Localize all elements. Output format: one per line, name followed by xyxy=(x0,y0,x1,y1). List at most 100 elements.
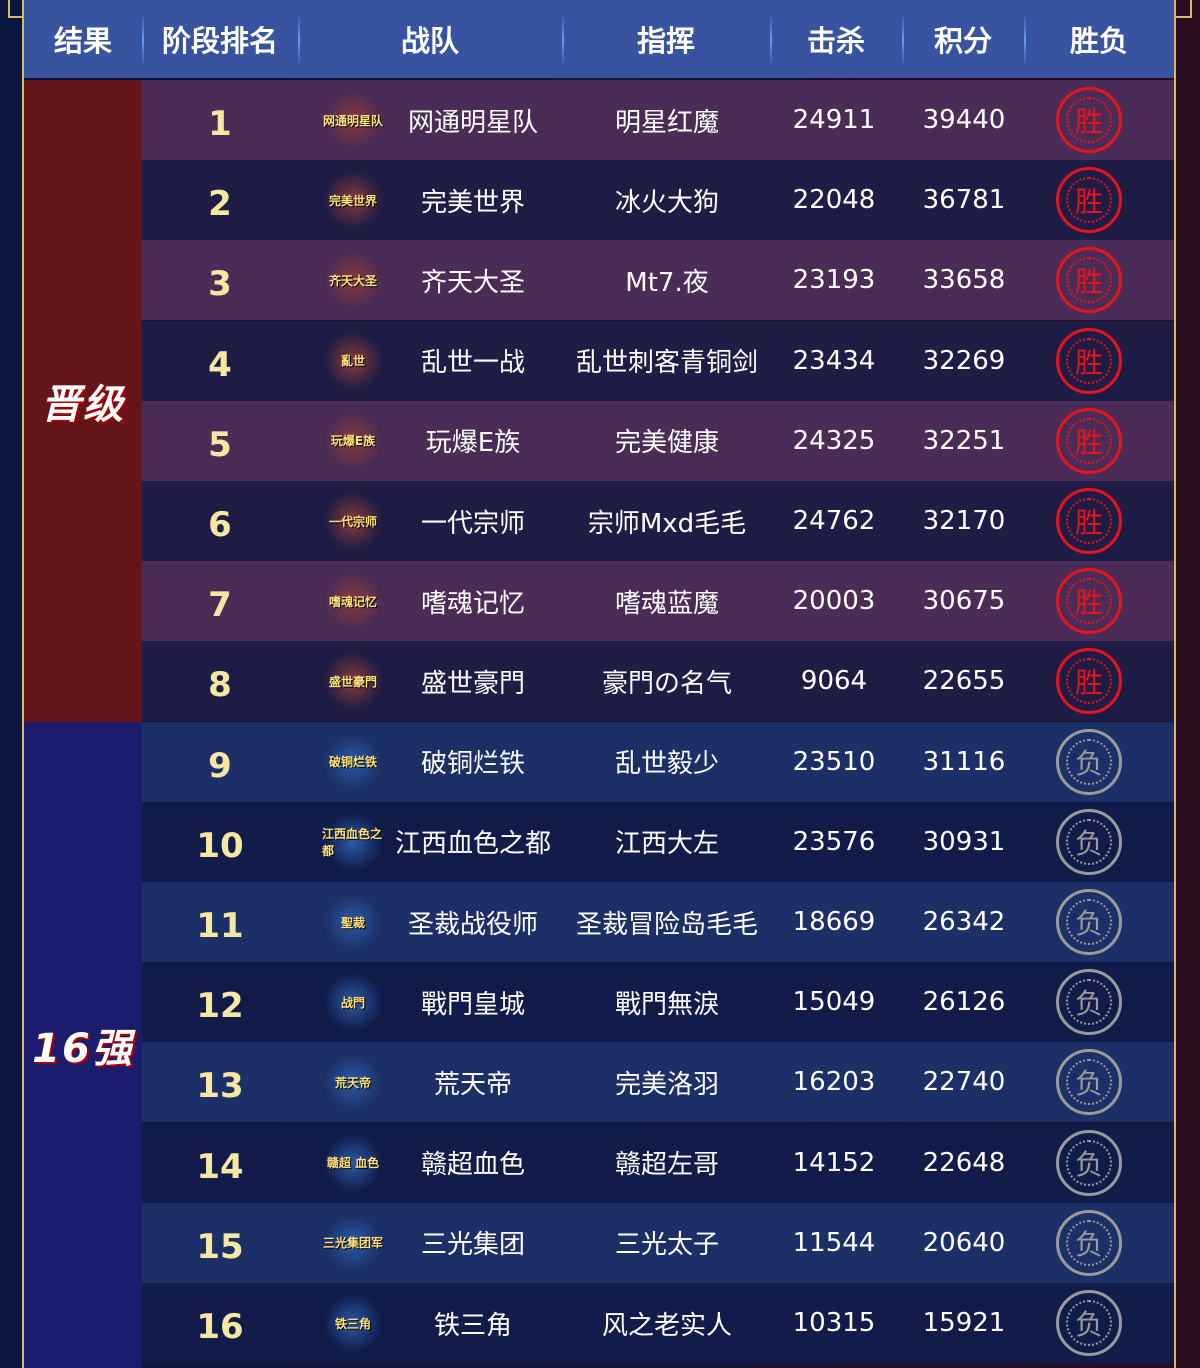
team-name: 戰門皇城 xyxy=(420,989,525,1020)
group-advance: 晋级 xyxy=(24,80,142,722)
score: 32251 xyxy=(922,425,1006,456)
team-logo-icon: 齐天大圣 xyxy=(322,252,384,309)
score: 31116 xyxy=(922,746,1006,777)
team-name: 齐天大圣 xyxy=(420,267,525,298)
lose-stamp-icon: 负 xyxy=(1056,808,1122,875)
team-name: 荒天帝 xyxy=(433,1069,512,1100)
win-stamp-icon: 胜 xyxy=(1056,247,1122,314)
score: 20640 xyxy=(922,1227,1006,1258)
kills: 16203 xyxy=(792,1067,876,1098)
rank: 3 xyxy=(208,264,232,305)
team-name: 一代宗师 xyxy=(420,508,525,539)
table-header: 结果 阶段排名 战队 指挥 击杀 积分 胜负 xyxy=(24,0,1174,78)
score: 26342 xyxy=(922,907,1006,937)
table-row: 9 破铜烂铁 破铜烂铁 乱世毅少 23510 31116 负 xyxy=(142,721,1174,802)
kills: 23510 xyxy=(792,746,876,777)
rank: 9 xyxy=(208,745,232,786)
kills: 15049 xyxy=(792,987,876,1018)
table-frame xyxy=(22,0,1176,1368)
kills: 24911 xyxy=(792,105,876,135)
win-stamp-icon: 胜 xyxy=(1056,327,1122,394)
kills: 24325 xyxy=(792,425,876,456)
team-name: 乱世一战 xyxy=(420,348,525,379)
team-logo-icon: 盛世豪門 xyxy=(322,653,384,710)
team-logo-icon: 玩爆E族 xyxy=(322,412,384,469)
team-logo-icon: 完美世界 xyxy=(322,172,384,229)
kills: 24762 xyxy=(792,506,876,536)
lose-stamp-icon: 负 xyxy=(1056,889,1122,955)
score: 32269 xyxy=(922,345,1006,376)
table-row: 11 聖裁 圣裁战役师 圣裁冒险岛毛毛 18669 26342 负 xyxy=(142,882,1174,962)
table-row: 4 亂世 乱世一战 乱世刺客青铜剑 23434 32269 胜 xyxy=(142,320,1174,401)
rank: 1 xyxy=(208,104,232,144)
commander: 圣裁冒险岛毛毛 xyxy=(575,909,758,940)
kills: 23434 xyxy=(792,345,876,376)
table-row: 2 完美世界 完美世界 冰火大狗 22048 36781 胜 xyxy=(142,160,1174,241)
kills: 22048 xyxy=(792,185,876,216)
team-name: 三光集团 xyxy=(420,1230,525,1261)
score: 32170 xyxy=(922,506,1006,536)
kills: 18669 xyxy=(792,907,876,937)
rank: 15 xyxy=(196,1226,244,1267)
commander: 风之老实人 xyxy=(601,1310,732,1341)
team-logo: 一代宗师 xyxy=(298,481,408,561)
header-kills: 击杀 xyxy=(770,0,902,78)
table-row: 13 荒天帝 荒天帝 完美洛羽 16203 22740 负 xyxy=(142,1042,1174,1123)
table-row: 12 战門 戰門皇城 戰門無淚 15049 26126 负 xyxy=(142,962,1174,1043)
commander: 三光太子 xyxy=(614,1230,719,1261)
rank: 4 xyxy=(208,344,232,385)
table-row: 16 铁三角 铁三角 风之老实人 10315 15921 负 xyxy=(142,1283,1174,1363)
team-logo-icon: 三光集团军 xyxy=(322,1214,384,1271)
team-logo: 亂世 xyxy=(298,321,408,401)
team-name: 铁三角 xyxy=(433,1310,512,1341)
header-team: 战队 xyxy=(298,0,562,78)
lose-stamp-icon: 负 xyxy=(1056,1290,1122,1356)
team-logo: 玩爆E族 xyxy=(298,401,408,481)
team-logo: 江西血色之都 xyxy=(298,802,408,882)
commander: Mt7.夜 xyxy=(625,267,709,298)
team-logo-icon: 铁三角 xyxy=(322,1295,384,1351)
team-logo-icon: 荒天帝 xyxy=(322,1054,384,1111)
kills: 10315 xyxy=(792,1308,876,1338)
score: 33658 xyxy=(922,265,1006,296)
team-name: 破铜烂铁 xyxy=(420,749,525,780)
team-logo: 网通明星队 xyxy=(298,80,408,160)
win-stamp-icon: 胜 xyxy=(1056,87,1122,153)
team-logo-icon: 赣超 血色 xyxy=(322,1134,384,1191)
win-stamp-icon: 胜 xyxy=(1056,568,1122,635)
team-logo: 完美世界 xyxy=(298,160,408,240)
commander: 嗜魂蓝魔 xyxy=(614,588,719,619)
commander: 冰火大狗 xyxy=(614,187,719,218)
table-row: 10 江西血色之都 江西血色之都 江西大左 23576 30931 负 xyxy=(142,801,1174,882)
score: 30931 xyxy=(922,826,1006,857)
lose-stamp-icon: 负 xyxy=(1056,1129,1122,1196)
team-logo-icon: 战門 xyxy=(322,974,384,1031)
team-logo-icon: 嗜魂记忆 xyxy=(322,573,384,630)
team-name: 玩爆E族 xyxy=(425,428,521,459)
table-row: 15 三光集团军 三光集团 三光太子 11544 20640 负 xyxy=(142,1202,1174,1283)
kills: 14152 xyxy=(792,1147,876,1178)
team-logo-icon: 一代宗师 xyxy=(322,493,384,549)
lose-stamp-icon: 负 xyxy=(1056,728,1122,795)
team-logo: 荒天帝 xyxy=(298,1042,408,1122)
table-row: 8 盛世豪門 盛世豪門 豪門の名气 9064 22655 胜 xyxy=(142,641,1174,722)
rank: 11 xyxy=(196,906,244,946)
score: 39440 xyxy=(922,105,1006,135)
win-stamp-icon: 胜 xyxy=(1056,648,1122,715)
rank: 7 xyxy=(208,585,232,626)
group-top16: 16强 xyxy=(24,722,142,1368)
header-score: 积分 xyxy=(902,0,1024,78)
table-row: 14 赣超 血色 赣超血色 赣超左哥 14152 22648 负 xyxy=(142,1122,1174,1203)
table-row: 3 齐天大圣 齐天大圣 Mt7.夜 23193 33658 胜 xyxy=(142,240,1174,321)
rank: 2 xyxy=(208,184,232,225)
team-logo: 三光集团军 xyxy=(298,1203,408,1283)
team-logo: 铁三角 xyxy=(298,1283,408,1363)
team-name: 完美世界 xyxy=(420,187,525,218)
rank: 13 xyxy=(196,1066,244,1107)
commander: 江西大左 xyxy=(614,829,719,860)
rank: 12 xyxy=(196,986,244,1027)
score: 26126 xyxy=(922,987,1006,1018)
rank: 5 xyxy=(208,424,232,465)
lose-stamp-icon: 负 xyxy=(1056,969,1122,1036)
commander: 明星红魔 xyxy=(614,107,719,138)
